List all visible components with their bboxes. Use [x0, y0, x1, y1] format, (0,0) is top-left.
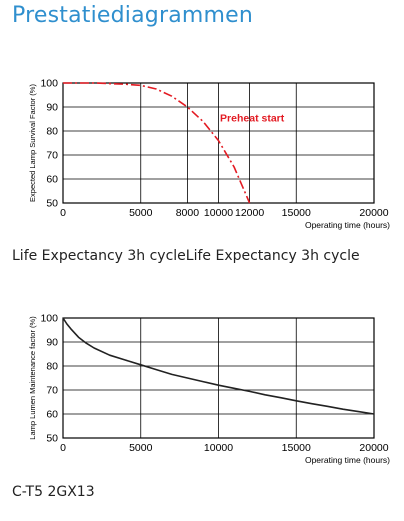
x-tick-label: 0 [60, 442, 66, 454]
y-tick-label: 80 [46, 126, 58, 138]
series-line-1 [62, 317, 375, 415]
x-tick-label: 10000 [204, 442, 233, 454]
x-axis-label: Operating time (hours) [305, 220, 390, 230]
y-axis-label: Lamp Lumen Maintenance factor (%) [28, 316, 37, 440]
y-tick-label: 100 [40, 313, 58, 325]
y-tick-label: 80 [46, 361, 58, 373]
lumen-maintenance-chart: 50 60 70 80 90 100 0 5000 10000 15000 20000Operati… [28, 313, 390, 466]
y-tick-label: 50 [46, 433, 58, 445]
x-tick-label: 12000 [235, 207, 264, 219]
x-tick-label: 5000 [129, 442, 153, 454]
series-line-1 [63, 82, 251, 204]
x-tick-label: 10000 [204, 207, 233, 219]
y-tick-label: 90 [46, 337, 58, 349]
chart2-caption: C-T5 2GX13 [12, 484, 95, 500]
x-tick-label: 20000 [359, 207, 388, 219]
y-tick-label: 50 [46, 198, 58, 210]
x-tick-label: 15000 [282, 442, 311, 454]
survival-chart: 50 60 70 80 90 100 0 5000 8000 10000 12000 15000 200… [28, 78, 390, 231]
x-tick-label: 5000 [129, 207, 153, 219]
x-tick-label: 0 [60, 207, 66, 219]
chart1-caption: Life Expectancy 3h cycleLife Expectancy … [12, 248, 360, 264]
x-tick-label: 15000 [282, 207, 311, 219]
page-title: Prestatiediagrammen [12, 3, 254, 28]
y-tick-label: 60 [46, 409, 58, 421]
y-tick-label: 60 [46, 174, 58, 186]
y-tick-label: 90 [46, 102, 58, 114]
y-tick-label: 70 [46, 385, 58, 397]
y-tick-label: 70 [46, 150, 58, 162]
x-axis-label: Operating time (hours) [305, 455, 390, 465]
plot-frame [62, 82, 375, 204]
y-axis-label: Expected Lamp Survival Factor (%) [28, 84, 37, 202]
y-tick-label: 100 [40, 78, 58, 90]
annotation-label: Preheat start [220, 112, 285, 124]
x-tick-label: 8000 [176, 207, 200, 219]
plot-frame [62, 317, 375, 439]
x-tick-label: 20000 [359, 442, 388, 454]
